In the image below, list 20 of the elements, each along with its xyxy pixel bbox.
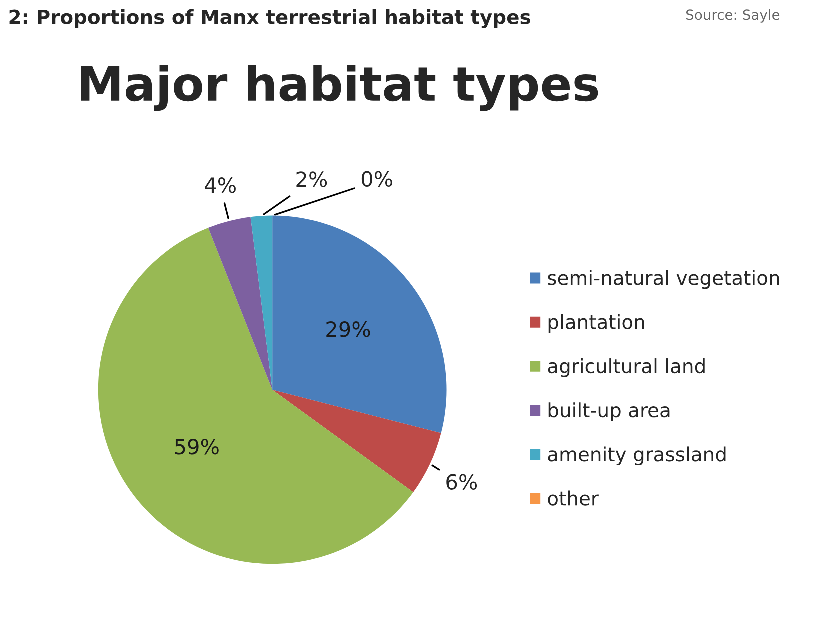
- data-label: 2%: [296, 172, 328, 188]
- text: 2: Proportions of Manx terrestrial habitat types: [10, 9, 530, 28]
- legend-label: plantation: [548, 314, 644, 334]
- text: 0%: [362, 171, 392, 188]
- legend-label: built-up area: [548, 402, 670, 422]
- legend-label: amenity grassland: [548, 446, 726, 466]
- pie-slice: [250, 216, 273, 390]
- legend-label: semi-natural vegetation: [548, 270, 780, 290]
- source-note: Source: Sayle: [686, 9, 780, 23]
- legend-label: agricultural land: [548, 358, 705, 378]
- pie-slice: [208, 217, 273, 390]
- legend-label: other: [548, 490, 599, 506]
- data-label: 4%: [205, 178, 236, 194]
- data-label: 59%: [175, 438, 219, 455]
- data-label: 6%: [446, 474, 478, 490]
- chart-title: Major habitat types: [81, 65, 598, 112]
- pie-slice: [98, 228, 414, 564]
- data-label: 29%: [326, 322, 370, 338]
- pie-slice: [272, 216, 447, 434]
- pie-slice: [272, 390, 442, 492]
